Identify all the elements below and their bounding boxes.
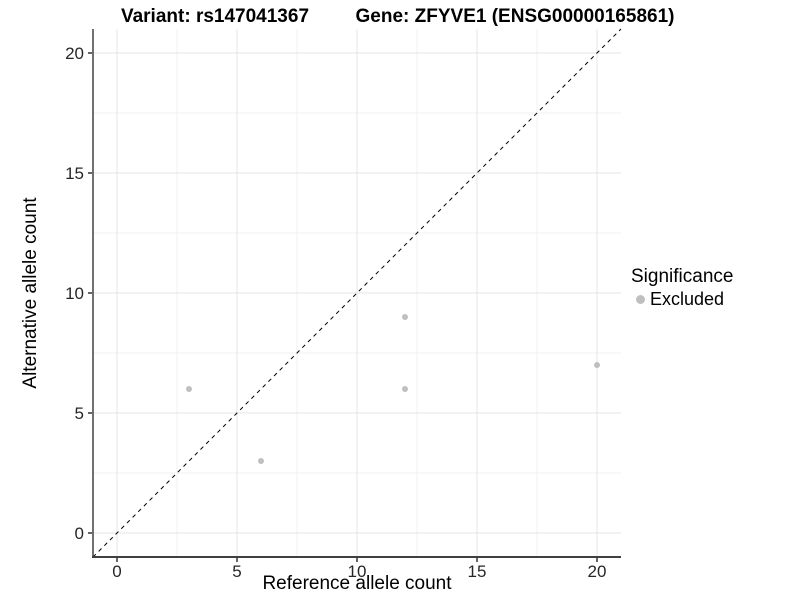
x-tick-label: 20 (588, 562, 607, 581)
y-tick-label: 15 (65, 164, 84, 183)
data-point (402, 314, 408, 320)
y-tick-label: 10 (65, 284, 84, 303)
data-point (594, 362, 600, 368)
data-point (258, 458, 264, 464)
variant-title: Variant: rs147041367 (120, 6, 310, 27)
legend: Significance Excluded (631, 266, 733, 310)
x-axis-title: Reference allele count (262, 573, 452, 594)
y-axis-title: Alternative allele count (20, 197, 41, 389)
x-tick-label: 0 (112, 562, 121, 581)
gene-title: Gene: ZFYVE1 (ENSG00000165861) (355, 6, 675, 27)
data-point (186, 386, 192, 392)
legend-title: Significance (631, 266, 734, 287)
excluded-point-icon (636, 295, 645, 304)
y-tick-label: 5 (75, 404, 84, 423)
y-tick-label: 0 (75, 524, 84, 543)
x-tick-label: 10 (348, 562, 367, 581)
data-point (402, 386, 408, 392)
legend-item-excluded: Excluded (631, 289, 733, 310)
x-tick-label: 5 (232, 562, 241, 581)
y-tick-label: 20 (65, 44, 84, 63)
legend-item-label: Excluded (650, 289, 725, 309)
x-tick-label: 15 (468, 562, 487, 581)
